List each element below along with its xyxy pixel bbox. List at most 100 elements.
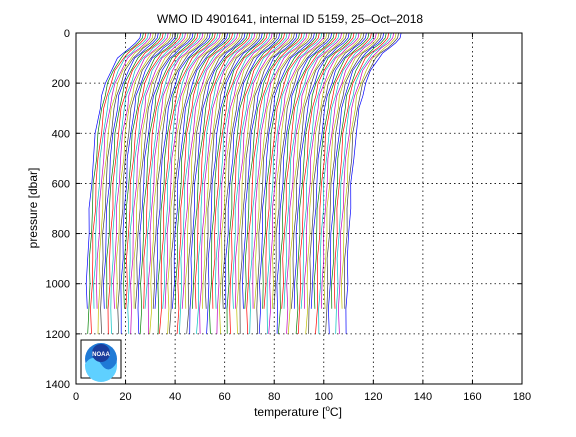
profile-line xyxy=(242,32,298,309)
profile-line xyxy=(244,32,300,309)
profile-line xyxy=(268,32,325,334)
profile-line xyxy=(137,32,194,334)
profile-line xyxy=(295,32,352,334)
profile-line xyxy=(215,32,271,309)
x-tick-label: 100 xyxy=(315,391,333,403)
profile-line xyxy=(246,32,303,334)
x-tick-label: 140 xyxy=(414,391,432,403)
chart-title: WMO ID 4901641, internal ID 5159, 25–Oct… xyxy=(157,12,423,26)
profile-line xyxy=(154,32,211,309)
profile-line xyxy=(219,32,276,334)
profile-line xyxy=(115,32,172,309)
x-tick-label: 0 xyxy=(73,391,79,403)
profile-line xyxy=(323,32,380,309)
profile-line xyxy=(162,32,219,309)
profile-line xyxy=(263,32,320,309)
profile-line xyxy=(229,32,285,334)
profile-line xyxy=(281,32,338,309)
profile-line xyxy=(106,32,162,309)
profile-line xyxy=(157,32,214,334)
profile-line xyxy=(189,32,246,334)
profile-line xyxy=(93,32,149,309)
profile-line xyxy=(321,32,377,309)
profile-line xyxy=(216,32,273,334)
profile-line xyxy=(209,32,266,334)
profile-line xyxy=(113,32,169,309)
svg-text:NOAA: NOAA xyxy=(92,352,110,358)
profile-line xyxy=(87,32,144,334)
profile-line xyxy=(133,32,189,309)
profile-line xyxy=(176,32,233,334)
y-tick-label: 1000 xyxy=(46,279,70,291)
profile-line xyxy=(236,32,293,334)
profile-line xyxy=(333,32,390,309)
profile-line xyxy=(221,32,278,309)
x-tick-label: 160 xyxy=(463,391,481,403)
profile-line xyxy=(266,32,323,334)
profile-line xyxy=(96,32,152,309)
profile-line xyxy=(123,32,179,309)
profile-line xyxy=(127,32,184,334)
x-tick-label: 120 xyxy=(364,391,382,403)
profile-line xyxy=(328,32,385,334)
y-tick-label: 1200 xyxy=(46,329,70,341)
noaa-logo: NOAA xyxy=(80,339,122,382)
profile-line xyxy=(335,32,392,334)
profile-line xyxy=(325,32,382,334)
x-tick-label: 60 xyxy=(219,391,231,403)
profile-line xyxy=(147,32,204,334)
profile-line xyxy=(212,32,268,309)
profile-line xyxy=(194,32,251,309)
profile-line xyxy=(175,32,231,309)
profile-line xyxy=(252,32,308,309)
profile-line xyxy=(159,32,216,334)
profile-line xyxy=(164,32,221,309)
profile-line xyxy=(318,32,375,334)
profile-line xyxy=(90,32,147,334)
axes-box xyxy=(75,32,523,385)
y-tick-label: 1400 xyxy=(46,379,70,391)
profile-line xyxy=(313,32,370,309)
profile-line xyxy=(253,32,310,309)
profile-line xyxy=(152,32,209,309)
profile-line xyxy=(171,32,228,309)
profile-line xyxy=(315,32,372,334)
profile-line xyxy=(117,32,174,334)
profile-line xyxy=(278,32,335,334)
y-tick-label: 200 xyxy=(52,78,70,90)
profile-line xyxy=(85,32,142,309)
profile-line xyxy=(97,32,154,334)
profile-line xyxy=(107,32,164,334)
profile-lines xyxy=(85,32,402,334)
profile-line xyxy=(287,32,345,334)
y-tick-label: 0 xyxy=(64,28,70,40)
profile-line xyxy=(179,32,236,334)
profile-line xyxy=(290,32,347,309)
axis-ticks: 0 20 40 60 80 100 120 140 160 180 0 200 400 600 800 100… xyxy=(46,28,532,403)
profile-line xyxy=(191,32,248,309)
profile-line xyxy=(300,32,357,309)
profile-line xyxy=(273,32,330,309)
profile-line xyxy=(310,32,367,309)
profile-line xyxy=(231,32,288,309)
y-tick-label: 400 xyxy=(52,128,70,140)
profile-line xyxy=(262,32,318,309)
profile-line xyxy=(139,32,196,334)
profile-line xyxy=(134,32,191,309)
x-tick-label: 80 xyxy=(268,391,280,403)
profile-line xyxy=(256,32,313,334)
profile-line xyxy=(340,32,397,309)
profile-line xyxy=(120,32,176,334)
profile-line xyxy=(181,32,238,309)
profile-line xyxy=(199,32,256,334)
profile-line xyxy=(100,32,157,334)
profile-line xyxy=(258,32,315,334)
profile-line xyxy=(144,32,201,309)
profile-line xyxy=(293,32,350,309)
profile-line xyxy=(204,32,261,309)
x-tick-label: 180 xyxy=(513,391,531,403)
profile-line xyxy=(276,32,333,334)
profile-line xyxy=(286,32,342,334)
profile-line xyxy=(234,32,290,309)
